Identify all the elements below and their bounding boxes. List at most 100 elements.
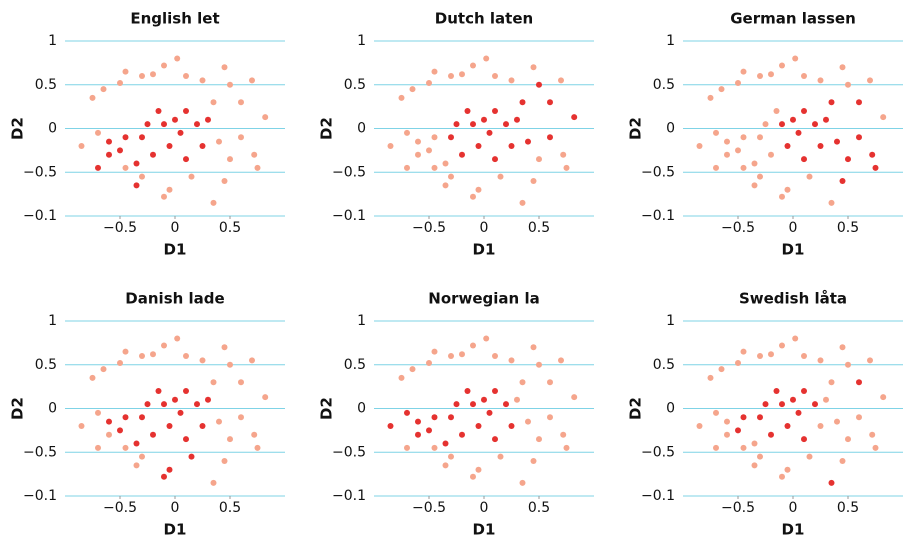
scatter-point — [431, 348, 438, 355]
scatter-point — [867, 77, 873, 84]
y-axis-label: D2 — [627, 117, 645, 140]
scatter-point — [563, 444, 570, 451]
scatter-point — [254, 164, 261, 171]
scatter-point — [133, 462, 140, 469]
scatter-point — [442, 182, 449, 189]
y-tick-label: 1 — [357, 33, 366, 49]
scatter-point — [713, 444, 719, 451]
scatter-point — [144, 121, 151, 128]
scatter-point — [773, 108, 780, 114]
scatter-point — [183, 156, 189, 163]
scatter-point — [508, 357, 515, 364]
y-tick-label: 0.5 — [35, 357, 57, 373]
scatter-point — [560, 431, 567, 438]
scatter-point — [459, 431, 465, 438]
scatter-point — [133, 440, 140, 447]
scatter-point — [872, 444, 879, 451]
scatter-point — [834, 138, 840, 145]
scatter-point — [869, 151, 876, 158]
scatter-point — [89, 374, 96, 381]
scatter-point — [823, 116, 829, 123]
scatter-point — [839, 178, 846, 184]
scatter-point — [448, 353, 454, 359]
scatter-point — [801, 108, 807, 114]
scatter-point — [795, 409, 802, 416]
scatter-point — [177, 129, 184, 136]
scatter-point — [122, 444, 129, 451]
y-tick-label: −0.5 — [332, 164, 366, 180]
scatter-point — [183, 353, 189, 359]
scatter-point — [442, 160, 449, 167]
y-tick-label: −0.5 — [641, 164, 675, 180]
scatter-point — [801, 156, 807, 163]
scatter-point — [464, 388, 471, 394]
scatter-point — [828, 99, 835, 106]
scatter-point — [514, 396, 520, 403]
scatter-point — [470, 193, 476, 200]
scatter-point — [508, 143, 515, 149]
scatter-point — [106, 418, 112, 425]
y-tick-label: −0.1 — [23, 208, 57, 224]
x-tick-label: −0.5 — [721, 500, 755, 516]
scatter-point — [503, 401, 509, 408]
x-tick-label: 0.5 — [837, 500, 859, 516]
scatter-point — [856, 134, 862, 141]
scatter-point — [161, 193, 167, 200]
y-tick-label: 0 — [357, 121, 366, 137]
scatter-point — [486, 129, 493, 136]
scatter-point — [768, 351, 774, 358]
scatter-point — [779, 121, 785, 128]
scatter-point — [95, 409, 101, 416]
scatter-point — [880, 114, 887, 121]
scatter-point — [431, 134, 438, 141]
y-tick-label: 0.5 — [653, 77, 675, 93]
scatter-point — [155, 108, 162, 114]
chart-title: Danish lade — [125, 290, 224, 308]
scatter-point — [740, 164, 747, 171]
scatter-point — [117, 427, 123, 434]
scatter-point — [133, 182, 140, 189]
scatter-point — [571, 114, 578, 121]
scatter-point — [459, 351, 465, 358]
scatter-point — [751, 182, 758, 189]
scatter-point — [757, 453, 763, 460]
x-tick-label: −0.5 — [412, 500, 446, 516]
scatter-point — [139, 73, 145, 79]
scatter-point — [845, 436, 851, 443]
scatter-point — [398, 374, 405, 381]
scatter-point — [801, 73, 807, 79]
chart-title: German lassen — [730, 10, 856, 28]
scatter-point — [199, 143, 206, 149]
scatter-point — [227, 361, 233, 368]
x-axis-label: D1 — [473, 241, 496, 259]
scatter-point — [262, 114, 269, 121]
scatter-point — [205, 396, 211, 403]
scatter-point — [106, 431, 112, 438]
scatter-point — [519, 199, 526, 206]
scatter-point — [254, 444, 261, 451]
scatter-point — [773, 388, 780, 394]
scatter-point — [166, 423, 173, 429]
scatter-point — [150, 151, 156, 158]
scatter-point — [249, 77, 255, 84]
y-tick-label: −0.5 — [641, 444, 675, 460]
scatter-point — [872, 164, 879, 171]
scatter-point — [779, 473, 785, 480]
scatter-point — [174, 335, 181, 342]
scatter-point — [78, 143, 85, 149]
scatter-point — [530, 344, 537, 351]
scatter-point — [174, 55, 181, 62]
scatter-point — [492, 156, 498, 163]
scatter-point — [172, 396, 178, 403]
scatter-point — [122, 68, 129, 75]
scatter-point — [536, 361, 542, 368]
scatter-point — [757, 353, 763, 359]
scatter-point — [251, 431, 258, 438]
scatter-point — [210, 199, 217, 206]
scatter-point — [194, 401, 200, 408]
x-tick-label: −0.5 — [103, 500, 137, 516]
y-axis-label: D2 — [9, 397, 27, 420]
y-tick-label: 0.5 — [344, 77, 366, 93]
scatter-point — [415, 418, 421, 425]
